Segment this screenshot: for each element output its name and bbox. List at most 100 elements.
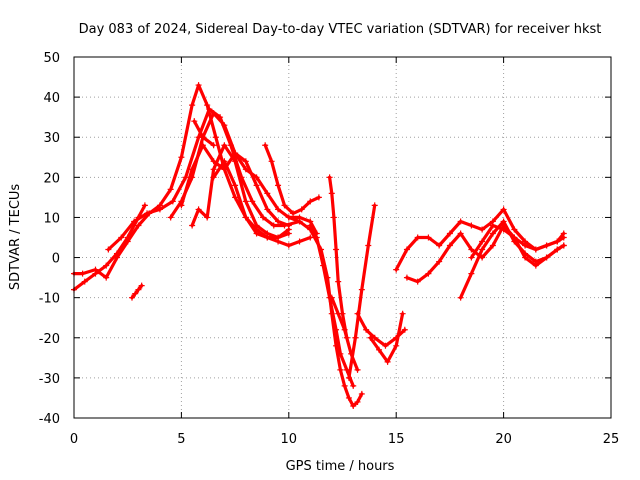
data-point-marker xyxy=(270,222,277,229)
data-point-marker xyxy=(167,186,174,193)
data-point-marker xyxy=(354,310,361,317)
data-series xyxy=(71,82,567,409)
data-point-marker xyxy=(554,246,561,253)
data-point-marker xyxy=(436,258,443,265)
x-tick-label: 0 xyxy=(70,432,78,447)
data-point-marker xyxy=(425,270,432,277)
data-point-marker xyxy=(199,134,206,141)
data-point-marker xyxy=(103,274,110,281)
data-point-marker xyxy=(118,234,125,241)
data-point-marker xyxy=(468,222,475,229)
data-point-marker xyxy=(144,210,151,217)
data-point-marker xyxy=(468,246,475,253)
data-point-marker xyxy=(457,218,464,225)
data-point-marker xyxy=(189,222,196,229)
data-point-marker xyxy=(532,258,539,265)
grid-lines xyxy=(74,57,611,418)
data-point-marker xyxy=(457,230,464,237)
data-point-marker xyxy=(468,270,475,277)
data-point-marker xyxy=(500,226,507,233)
data-point-marker xyxy=(489,242,496,249)
y-tick-label: 10 xyxy=(43,211,60,226)
data-point-marker xyxy=(367,334,374,341)
data-point-marker xyxy=(371,202,378,209)
data-point-marker xyxy=(384,358,391,365)
data-point-marker xyxy=(333,326,340,333)
data-point-marker xyxy=(275,234,282,241)
data-point-marker xyxy=(232,150,239,157)
data-point-marker xyxy=(253,222,260,229)
data-point-marker xyxy=(221,158,228,165)
data-point-marker xyxy=(543,242,550,249)
data-point-marker xyxy=(275,182,282,189)
series-line xyxy=(308,223,355,388)
x-tick-label: 15 xyxy=(388,432,405,447)
series-arc-17 xyxy=(403,222,567,285)
series-arc-20 xyxy=(128,282,145,301)
data-point-marker xyxy=(532,246,539,253)
y-tick-label: -40 xyxy=(39,412,60,427)
series-arc-21 xyxy=(191,118,217,149)
data-point-marker xyxy=(489,230,496,237)
data-point-marker xyxy=(352,334,359,341)
data-point-marker xyxy=(189,102,196,109)
data-point-marker xyxy=(242,214,249,221)
data-point-marker xyxy=(341,382,348,389)
data-point-marker xyxy=(138,282,145,289)
data-point-marker xyxy=(307,198,314,205)
data-point-marker xyxy=(358,390,365,397)
data-point-marker xyxy=(182,174,189,181)
data-point-marker xyxy=(132,290,139,297)
data-point-marker xyxy=(189,166,196,173)
y-axis-label: SDTVAR / TECUs xyxy=(8,184,23,291)
data-point-marker xyxy=(281,202,288,209)
y-tick-label: 20 xyxy=(43,171,60,186)
data-point-marker xyxy=(242,158,249,165)
data-point-marker xyxy=(113,254,120,261)
data-point-marker xyxy=(135,286,142,293)
data-point-marker xyxy=(393,266,400,273)
data-point-marker xyxy=(103,262,110,269)
data-point-marker xyxy=(479,238,486,245)
data-point-marker xyxy=(333,246,340,253)
data-point-marker xyxy=(135,222,142,229)
data-point-marker xyxy=(79,270,86,277)
data-point-marker xyxy=(204,102,211,109)
data-point-marker xyxy=(232,194,239,201)
data-point-marker xyxy=(399,310,406,317)
data-point-marker xyxy=(446,230,453,237)
data-point-marker xyxy=(131,218,138,225)
data-point-marker xyxy=(167,214,174,221)
data-point-marker xyxy=(264,190,271,197)
data-point-marker xyxy=(328,294,335,301)
series-line xyxy=(130,284,144,300)
data-point-marker xyxy=(212,134,219,141)
data-point-marker xyxy=(522,242,529,249)
data-point-marker xyxy=(341,326,348,333)
y-tick-label: 50 xyxy=(43,51,60,66)
data-point-marker xyxy=(489,222,496,229)
data-point-marker xyxy=(285,230,292,237)
data-point-marker xyxy=(253,230,260,237)
data-point-marker xyxy=(262,142,269,149)
data-point-marker xyxy=(401,326,408,333)
data-point-marker xyxy=(81,278,88,285)
data-point-marker xyxy=(178,202,185,209)
data-point-marker xyxy=(403,246,410,253)
series-arc-19 xyxy=(468,222,567,261)
data-point-marker xyxy=(169,198,176,205)
data-point-marker xyxy=(511,234,518,241)
data-point-marker xyxy=(141,202,148,209)
data-point-marker xyxy=(275,206,282,213)
series-arc-6 xyxy=(189,142,292,241)
series-line xyxy=(405,223,566,284)
x-tick-label: 10 xyxy=(281,432,298,447)
series-arc-15 xyxy=(367,310,406,365)
data-point-marker xyxy=(350,402,357,409)
data-point-marker xyxy=(554,238,561,245)
plot-frame xyxy=(73,56,612,419)
data-point-marker xyxy=(124,238,131,245)
y-tick-label: 40 xyxy=(43,91,60,106)
data-point-marker xyxy=(206,106,213,113)
data-point-marker xyxy=(268,158,275,165)
